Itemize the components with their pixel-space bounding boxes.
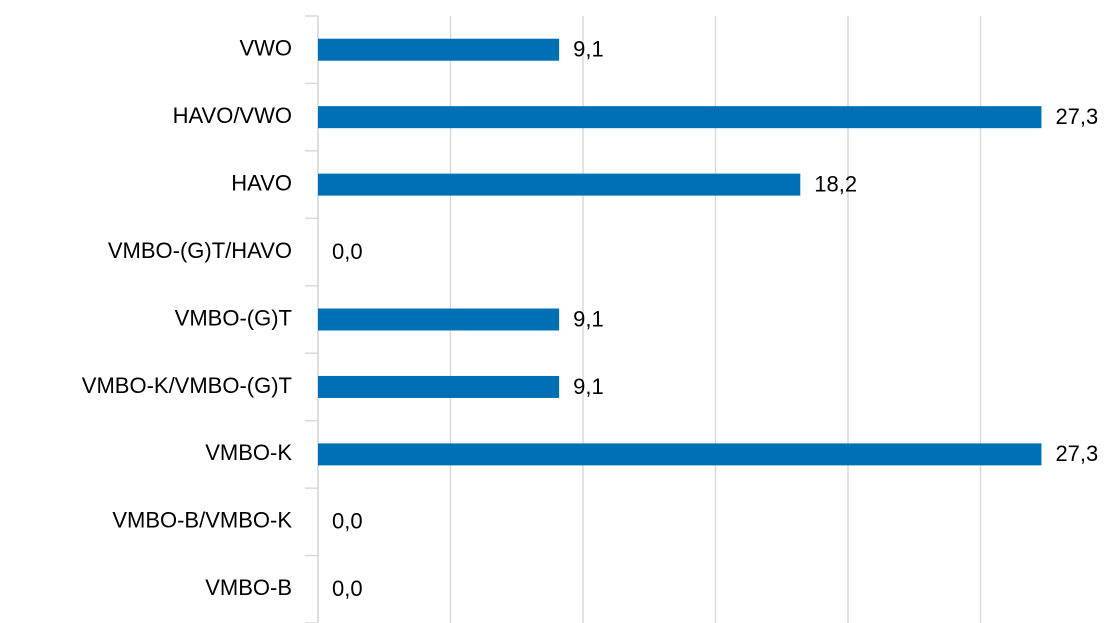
bar: [318, 308, 560, 331]
bar: [318, 38, 560, 61]
data-label: 0,0: [332, 239, 363, 264]
data-label: 9,1: [573, 37, 604, 62]
y-tick-label: VMBO-B: [205, 575, 292, 600]
y-tick-label: HAVO/VWO: [173, 103, 292, 128]
y-tick-label: VWO: [239, 36, 292, 61]
data-label: 9,1: [573, 374, 604, 399]
y-tick-label: VMBO-(G)T/HAVO: [108, 238, 292, 263]
y-tick-label: VMBO-K/VMBO-(G)T: [82, 373, 292, 398]
bar: [318, 173, 801, 196]
data-label: 0,0: [332, 509, 363, 534]
bar: [318, 443, 1042, 466]
y-tick-label: VMBO-(G)T: [175, 305, 292, 330]
data-label: 9,1: [573, 306, 604, 331]
data-label: 0,0: [332, 576, 363, 601]
data-label: 27,3: [1055, 441, 1098, 466]
y-tick-label: VMBO-K: [205, 440, 292, 465]
data-label: 27,3: [1055, 104, 1098, 129]
y-tick-label: HAVO: [231, 170, 292, 195]
data-label: 18,2: [814, 171, 857, 196]
bar: [318, 106, 1042, 129]
y-tick-label: VMBO-B/VMBO-K: [112, 508, 292, 533]
bar: [318, 375, 560, 398]
